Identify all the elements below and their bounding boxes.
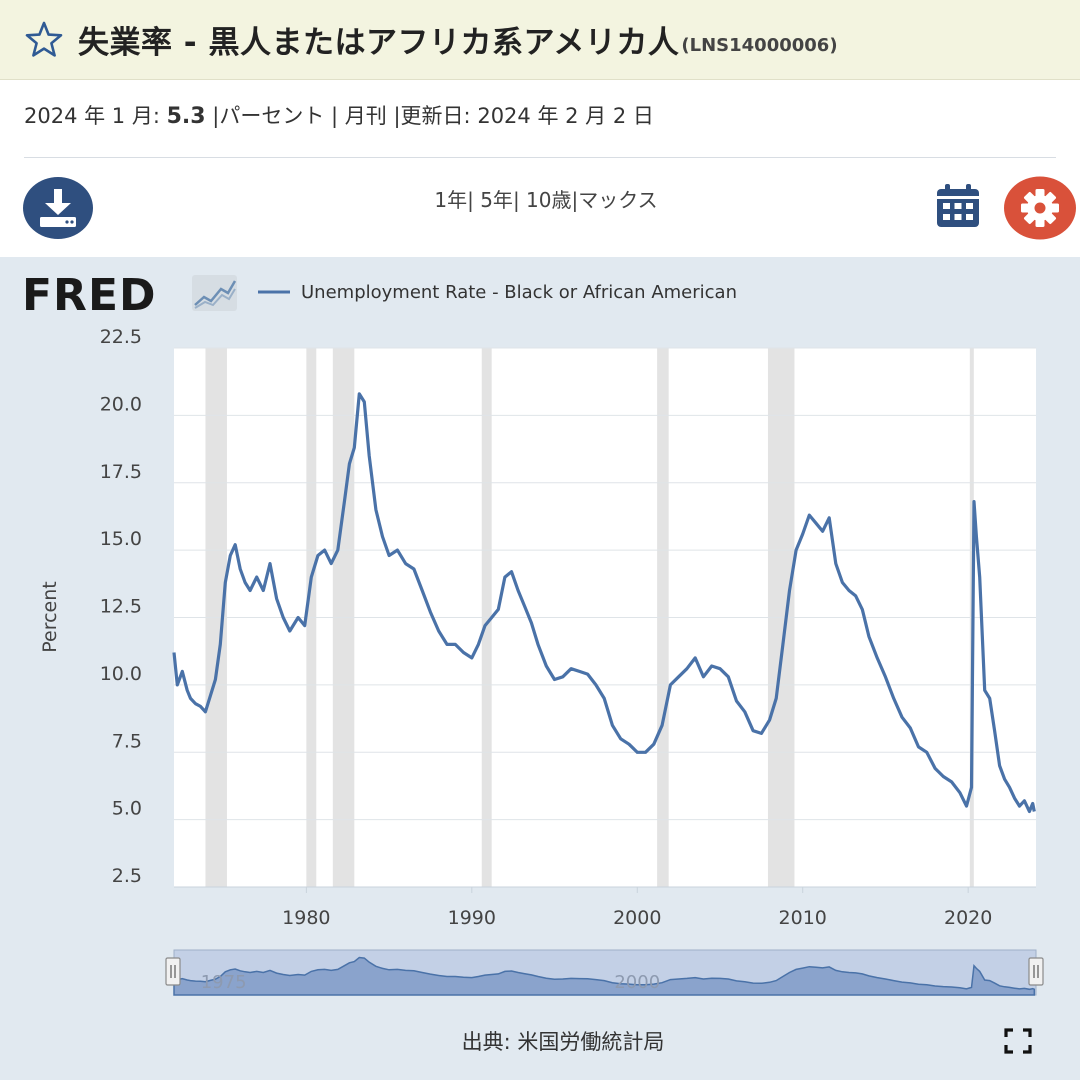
range-10y-button[interactable]: | 10歳 <box>512 188 572 212</box>
updated-date: 2024 年 2 月 2 日 <box>477 104 654 128</box>
y-axis-label: Percent <box>39 581 61 653</box>
download-icon[interactable] <box>23 177 93 239</box>
navigator-tick-label: 1975 <box>201 972 247 993</box>
title-bar: 失業率 - 黒人またはアフリカ系アメリカ人 (LNS14000006) <box>0 0 1080 80</box>
navigator-handle-left[interactable] <box>165 957 181 986</box>
range-max-button[interactable]: |マックス <box>571 188 658 212</box>
series-line <box>172 392 1036 814</box>
navigator-tick-label: 2000 <box>614 972 660 993</box>
navigator-series-area <box>173 956 1036 996</box>
divider <box>24 157 1056 158</box>
y-tick-label: 12.5 <box>100 596 142 618</box>
updated-label: |更新日: <box>393 104 471 128</box>
gear-icon[interactable] <box>1003 176 1077 240</box>
star-outline-icon[interactable] <box>24 20 64 60</box>
units-label: |パーセント <box>212 104 325 128</box>
y-tick-label: 5.0 <box>112 798 142 820</box>
calendar-icon[interactable] <box>935 183 981 229</box>
x-tick-label: 2000 <box>613 907 661 929</box>
y-tick-label: 20.0 <box>100 393 142 415</box>
chart-controls: 1年| 5年| 10歳|マックス <box>0 170 1080 250</box>
chart: FRED Unemployment Rate - Black or Africa… <box>22 270 1044 996</box>
x-tick-label: 2020 <box>944 907 992 929</box>
series-id: (LNS14000006) <box>681 35 838 56</box>
source-credit: 出典: 米国労働統計局 <box>461 1030 665 1054</box>
navigator-handle-right[interactable] <box>1028 957 1044 986</box>
range-selector: 1年| 5年| 10歳|マックス <box>0 184 1080 213</box>
y-tick-label: 17.5 <box>100 461 142 483</box>
x-tick-label: 1980 <box>282 907 330 929</box>
x-tick-label: 1990 <box>448 907 496 929</box>
page-title: 失業率 - 黒人またはアフリカ系アメリカ人 <box>78 25 680 61</box>
x-tick-label: 2010 <box>779 907 827 929</box>
frequency-label: | 月刊 <box>331 104 387 128</box>
range-5y-button[interactable]: | 5年 <box>467 188 513 212</box>
y-tick-label: 22.5 <box>100 326 142 348</box>
fred-logo: FRED <box>22 270 157 321</box>
observation-date: 2024 年 1 月: <box>24 104 160 128</box>
y-tick-label: 10.0 <box>100 663 142 685</box>
fullscreen-icon[interactable] <box>1004 1028 1032 1054</box>
chart-panel: FRED Unemployment Rate - Black or Africa… <box>0 257 1080 1080</box>
fred-logo-graph-icon <box>192 275 237 311</box>
observation-summary: 2024 年 1 月: 5.3 |パーセント | 月刊 |更新日: 2024 年… <box>24 100 654 130</box>
range-1y-button[interactable]: 1年 <box>434 188 468 212</box>
legend-label: Unemployment Rate - Black or African Ame… <box>301 282 737 303</box>
y-tick-label: 2.5 <box>112 865 142 887</box>
observation-value: 5.3 <box>166 104 206 129</box>
y-tick-label: 7.5 <box>112 730 142 752</box>
y-tick-label: 15.0 <box>100 528 142 550</box>
